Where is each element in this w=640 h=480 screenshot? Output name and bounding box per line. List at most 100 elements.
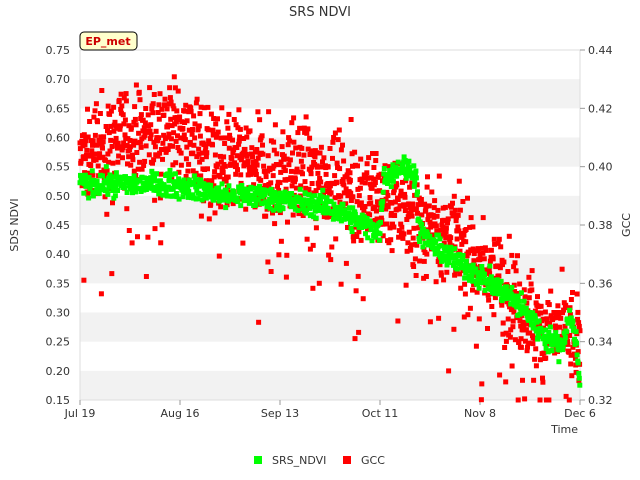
gcc-point: [159, 222, 165, 228]
gcc-point: [435, 207, 441, 213]
gcc-point: [192, 135, 198, 141]
gcc-point: [253, 168, 259, 174]
gcc-point: [157, 195, 163, 201]
srs-ndvi-point: [531, 321, 537, 327]
gcc-point: [305, 146, 311, 152]
gcc-point: [535, 294, 540, 300]
gcc-point: [132, 116, 138, 122]
srs-ndvi-point: [504, 288, 510, 294]
gcc-point: [429, 189, 435, 195]
gcc-point: [184, 118, 190, 124]
srs-ndvi-point: [464, 266, 470, 272]
gcc-point: [158, 240, 164, 246]
gcc-point: [171, 106, 177, 112]
srs-ndvi-point: [554, 334, 560, 339]
srs-ndvi-point: [148, 179, 154, 185]
gcc-point: [260, 151, 266, 157]
srs-ndvi-point: [465, 264, 471, 270]
gcc-point: [522, 338, 528, 344]
gcc-point: [209, 178, 215, 184]
gcc-point: [445, 216, 451, 222]
srs-ndvi-point: [305, 200, 311, 206]
site-badge-label: EP_met: [85, 35, 130, 48]
gcc-point: [517, 281, 523, 287]
srs-ndvi-point: [121, 182, 127, 187]
gcc-point: [105, 103, 111, 109]
gcc-point: [263, 174, 269, 180]
srs-ndvi-point: [172, 171, 178, 177]
gcc-point: [240, 240, 246, 246]
gcc-point: [325, 164, 331, 170]
srs-ndvi-point: [236, 184, 242, 190]
srs-ndvi-point: [460, 253, 466, 258]
gcc-point: [183, 102, 189, 108]
srs-ndvi-point: [194, 177, 200, 183]
gcc-point: [316, 185, 322, 191]
y-left-tick-label: 0.20: [46, 365, 71, 378]
gcc-point: [425, 217, 431, 223]
gcc-point: [242, 146, 248, 152]
srs-ndvi-point: [303, 210, 309, 216]
srs-ndvi-point: [445, 253, 450, 259]
gcc-point: [371, 176, 377, 182]
gcc-point: [286, 135, 292, 141]
gcc-point: [98, 134, 104, 140]
gcc-point: [540, 379, 546, 385]
gcc-point: [464, 253, 470, 259]
series-srs-ndvi: [77, 154, 583, 388]
gcc-point: [146, 152, 152, 158]
gcc-point: [226, 145, 232, 151]
gcc-point: [275, 183, 280, 189]
srs-ndvi-point: [506, 295, 512, 301]
gcc-point: [413, 273, 419, 278]
gcc-point: [395, 318, 401, 324]
gcc-point: [236, 138, 242, 144]
gcc-point: [433, 279, 439, 285]
srs-ndvi-point: [270, 194, 276, 200]
gcc-point: [168, 136, 174, 142]
gcc-point: [537, 397, 543, 403]
gcc-point: [127, 147, 133, 153]
gcc-point: [227, 132, 233, 138]
srs-ndvi-point: [456, 252, 462, 257]
srs-ndvi-point: [435, 248, 441, 254]
plot-band: [80, 312, 580, 342]
gcc-point: [332, 130, 338, 136]
gcc-point: [448, 235, 454, 241]
srs-ndvi-point: [83, 176, 89, 182]
srs-ndvi-point: [427, 233, 433, 239]
srs-ndvi-point: [155, 183, 161, 189]
srs-ndvi-point: [280, 206, 286, 211]
srs-ndvi-point: [388, 184, 394, 190]
y-right-tick-label: 0.36: [588, 277, 613, 290]
gcc-point: [171, 74, 177, 80]
srs-ndvi-point: [224, 192, 230, 198]
gcc-point: [216, 253, 222, 259]
gcc-point: [443, 235, 449, 241]
srs-ndvi-point: [321, 207, 327, 213]
y-right-tick-label: 0.34: [588, 336, 613, 349]
gcc-point: [574, 291, 580, 297]
gcc-point: [436, 315, 442, 321]
gcc-point: [198, 213, 204, 219]
gcc-point: [122, 132, 128, 138]
gcc-point: [338, 193, 344, 199]
gcc-point: [517, 318, 523, 324]
srs-ndvi-point: [476, 285, 482, 291]
gcc-point: [293, 145, 299, 151]
gcc-point: [226, 111, 232, 117]
srs-ndvi-point: [266, 201, 272, 207]
srs-ndvi-point: [114, 179, 120, 185]
gcc-point: [135, 166, 141, 172]
gcc-point: [407, 184, 413, 190]
srs-ndvi-point: [113, 183, 119, 188]
gcc-point: [82, 142, 88, 148]
srs-ndvi-point: [438, 243, 444, 248]
x-tick-label: Dec 6: [564, 407, 596, 420]
gcc-point: [358, 200, 364, 206]
gcc-point: [265, 153, 271, 159]
gcc-point: [360, 296, 366, 302]
srs-ndvi-point: [387, 170, 393, 176]
srs-ndvi-point: [524, 309, 530, 315]
gcc-point: [167, 95, 173, 101]
